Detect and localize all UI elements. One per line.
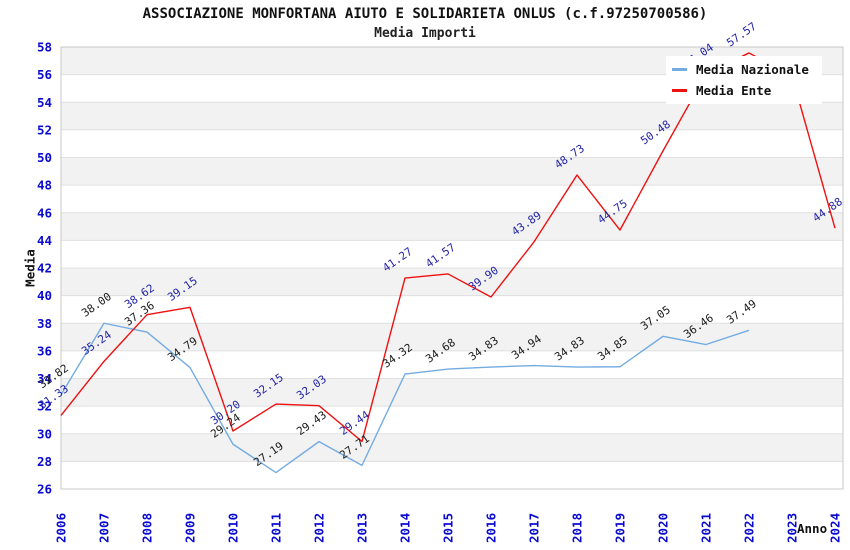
y-tick-label: 46	[37, 205, 52, 220]
y-tick-label: 44	[37, 233, 52, 248]
y-tick-label: 48	[37, 178, 52, 193]
x-axis-title: Anno	[797, 521, 828, 536]
x-tick-label: 2006	[54, 513, 69, 543]
x-tick-label: 2023	[785, 513, 800, 543]
series-line-media-nazionale	[60, 322, 750, 474]
x-tick-label: 2014	[398, 513, 413, 543]
legend-line-swatch-icon	[672, 89, 687, 92]
legend-label: Media Ente	[696, 83, 772, 98]
y-tick-label: 38	[37, 316, 52, 331]
y-tick-label: 28	[37, 454, 52, 469]
chart-title: ASSOCIAZIONE MONFORTANA AIUTO E SOLIDARI…	[142, 6, 708, 22]
y-tick-label: 50	[37, 150, 52, 165]
legend-item-media-ente: Media Ente	[672, 80, 822, 101]
x-tick-label: 2010	[226, 513, 241, 543]
y-axis-title: Media	[22, 249, 38, 287]
plot-border	[60, 46, 844, 490]
x-tick-label: 2015	[441, 513, 456, 543]
plot-band	[61, 240, 843, 268]
legend-label: Media Nazionale	[696, 62, 809, 77]
plot-band	[61, 212, 843, 241]
x-tick-label: 2012	[312, 513, 327, 543]
x-tick-label: 2020	[656, 513, 671, 543]
legend: Media Nazionale Media Ente	[666, 56, 822, 104]
x-tick-label: 2007	[97, 513, 112, 543]
y-tick-label: 56	[37, 67, 52, 82]
x-tick-label: 2009	[183, 513, 198, 543]
x-tick-label: 2024	[828, 513, 843, 543]
y-tick-label: 52	[37, 122, 52, 137]
x-tick-label: 2016	[484, 513, 499, 543]
x-tick-label: 2022	[742, 513, 757, 543]
x-tick-label: 2017	[527, 513, 542, 543]
y-tick-label: 30	[37, 426, 52, 441]
plot-band	[61, 268, 843, 296]
y-tick-label: 42	[37, 261, 52, 276]
y-tick-label: 34	[37, 371, 52, 386]
plot-band	[61, 378, 843, 407]
x-tick-label: 2019	[613, 513, 628, 543]
x-tick-label: 2018	[570, 513, 585, 543]
plot-band	[61, 406, 843, 434]
y-tick-label: 26	[37, 482, 52, 497]
x-tick-label: 2011	[269, 513, 284, 543]
chart-subtitle: Media Importi	[374, 26, 476, 41]
plot-band	[61, 185, 843, 213]
legend-item-media-nazionale: Media Nazionale	[672, 59, 822, 80]
plot-band	[61, 350, 843, 379]
plot-band	[61, 129, 843, 158]
plot-band	[61, 433, 843, 462]
y-tick-label: 40	[37, 288, 52, 303]
plot-band	[61, 102, 843, 130]
y-tick-label: 54	[37, 95, 52, 110]
y-tick-label: 36	[37, 343, 52, 358]
x-tick-label: 2008	[140, 513, 155, 543]
y-tick-label: 32	[37, 399, 52, 414]
x-tick-label: 2013	[355, 513, 370, 543]
y-tick-label: 58	[37, 40, 52, 55]
plot-band	[61, 461, 843, 489]
x-tick-label: 2021	[699, 513, 714, 543]
plot-band	[61, 157, 843, 186]
plot-band	[61, 323, 843, 351]
legend-line-swatch-icon	[672, 68, 687, 71]
